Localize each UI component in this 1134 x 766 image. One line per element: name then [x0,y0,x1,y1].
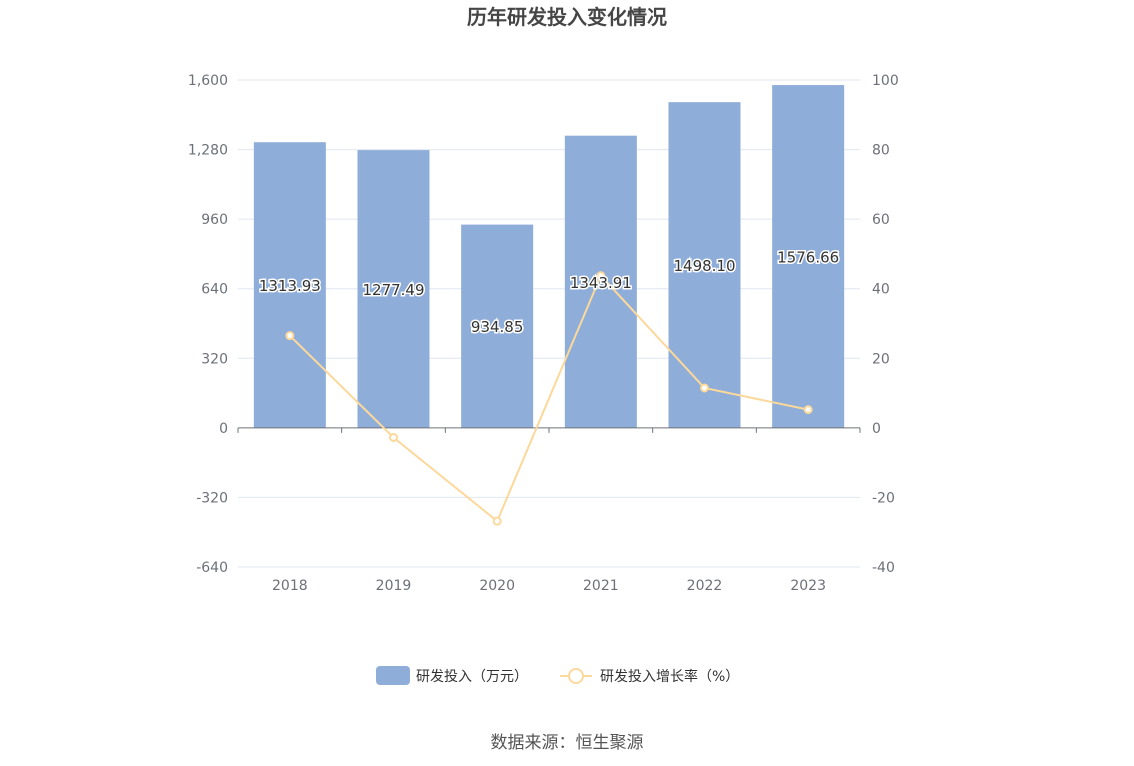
x-tick-label: 2018 [272,578,308,594]
grid-lines [238,79,860,568]
y-right-tick-label: -40 [872,560,895,576]
bar-value-label: 1277.49 [362,281,424,299]
x-tick-label: 2019 [376,578,412,594]
growth-rate-point [285,331,295,341]
bar-value-label: 934.85 [471,318,524,336]
bar [668,102,741,428]
line-series [285,271,813,526]
bar [357,150,430,428]
y-left-tick-label: 640 [201,282,228,298]
y-axis-right: 100 80 60 40 20 0 -20 -40 [872,73,899,576]
y-right-tick-label: 100 [872,73,899,89]
growth-rate-point [596,271,606,281]
y-right-tick-label: 40 [872,282,890,298]
y-left-tick-label: 1,280 [188,143,228,159]
bar [772,85,845,428]
legend-swatch-bar[interactable] [376,666,410,685]
legend-swatch-line-marker [568,668,584,684]
legend-label-bar[interactable]: 研发投入（万元） [416,669,528,685]
legend-label-line[interactable]: 研发投入增长率（%） [600,668,739,685]
legend: 研发投入（万元） 研发投入增长率（%） [376,666,739,685]
bar-series [253,85,845,428]
bar [461,224,534,428]
bar-value-label: 1498.10 [673,257,735,275]
growth-rate-point [803,405,813,415]
y-right-tick-label: 60 [872,212,890,228]
y-left-tick-label: 0 [219,421,228,437]
y-left-tick-label: 320 [201,351,228,367]
y-right-tick-label: -20 [872,490,895,506]
data-source: 数据来源：恒生聚源 [491,733,644,753]
growth-rate-point [492,516,502,526]
y-left-tick-label: 1,600 [188,73,228,89]
bar [253,142,326,428]
bar-value-label: 1313.93 [259,277,321,295]
chart-title: 历年研发投入变化情况 [467,5,667,29]
x-tick-label: 2021 [583,578,619,594]
y-right-tick-label: 0 [872,421,881,437]
y-left-tick-label: -640 [196,560,228,576]
y-right-tick-label: 20 [872,351,890,367]
x-axis: 2018 2019 2020 2021 2022 2023 [237,427,861,594]
growth-rate-point [389,432,398,442]
bar-value-label: 1343.91 [570,274,632,292]
bar-labels: 1313.93 1277.49 934.85 1343.91 1498.10 1576.6… [257,247,840,338]
bar-value-label: 1576.66 [777,248,839,266]
growth-rate-line [289,273,809,523]
y-left-tick-label: 960 [201,212,228,228]
bar [564,135,637,428]
growth-rate-point [700,383,709,393]
x-tick-label: 2020 [479,578,515,594]
y-left-tick-label: -320 [196,490,228,506]
y-axis-left: 1,600 1,280 960 640 320 0 -320 -640 [188,73,228,576]
y-right-tick-label: 80 [872,143,890,159]
x-tick-label: 2022 [687,578,723,594]
x-tick-label: 2023 [790,578,826,594]
